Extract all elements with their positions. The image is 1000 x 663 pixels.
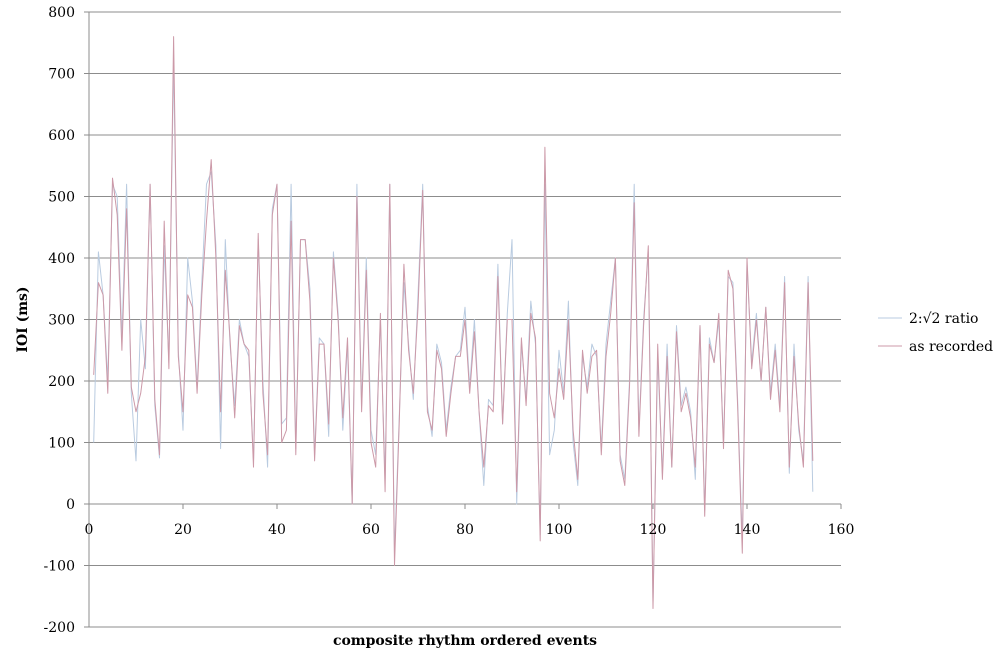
x-tick-label: 40 (268, 522, 286, 538)
y-tick-label: 300 (48, 313, 75, 329)
x-tick-label: 160 (828, 522, 855, 538)
series-line-2 (93, 36, 814, 609)
y-tick-label: 700 (48, 67, 75, 83)
legend-label-2: as recorded (909, 339, 993, 355)
x-tick-label: 0 (85, 522, 94, 538)
x-tick-label: 140 (734, 522, 761, 538)
x-tick-label: 60 (362, 522, 380, 538)
y-tick-label: 100 (48, 436, 75, 452)
y-tick-label: 200 (48, 374, 75, 390)
y-tick-label: 500 (48, 190, 75, 206)
x-tick-label: 100 (546, 522, 573, 538)
x-axis-title: composite rhythm ordered events (333, 633, 597, 649)
y-tick-label: -200 (44, 620, 75, 636)
y-tick-label: 400 (48, 251, 75, 267)
tick-labels: -200 -100 0 100 200 300 400 500 600 700 800 0 20 40 60… (44, 5, 855, 636)
y-axis-title: IOI (ms) (15, 286, 31, 352)
y-tick-label: 800 (48, 5, 75, 21)
y-tick-label: 600 (48, 128, 75, 144)
series-line-1 (93, 60, 814, 603)
x-tick-label: 120 (640, 522, 667, 538)
x-tick-label: 80 (456, 522, 474, 538)
legend: 2:√2 ratio as recorded (878, 311, 993, 355)
legend-label-1: 2:√2 ratio (909, 311, 978, 327)
axes (84, 11, 842, 628)
x-tick-label: 20 (174, 522, 192, 538)
series-lines (93, 36, 814, 609)
y-tick-label: 0 (66, 497, 75, 513)
y-tick-label: -100 (44, 559, 75, 575)
